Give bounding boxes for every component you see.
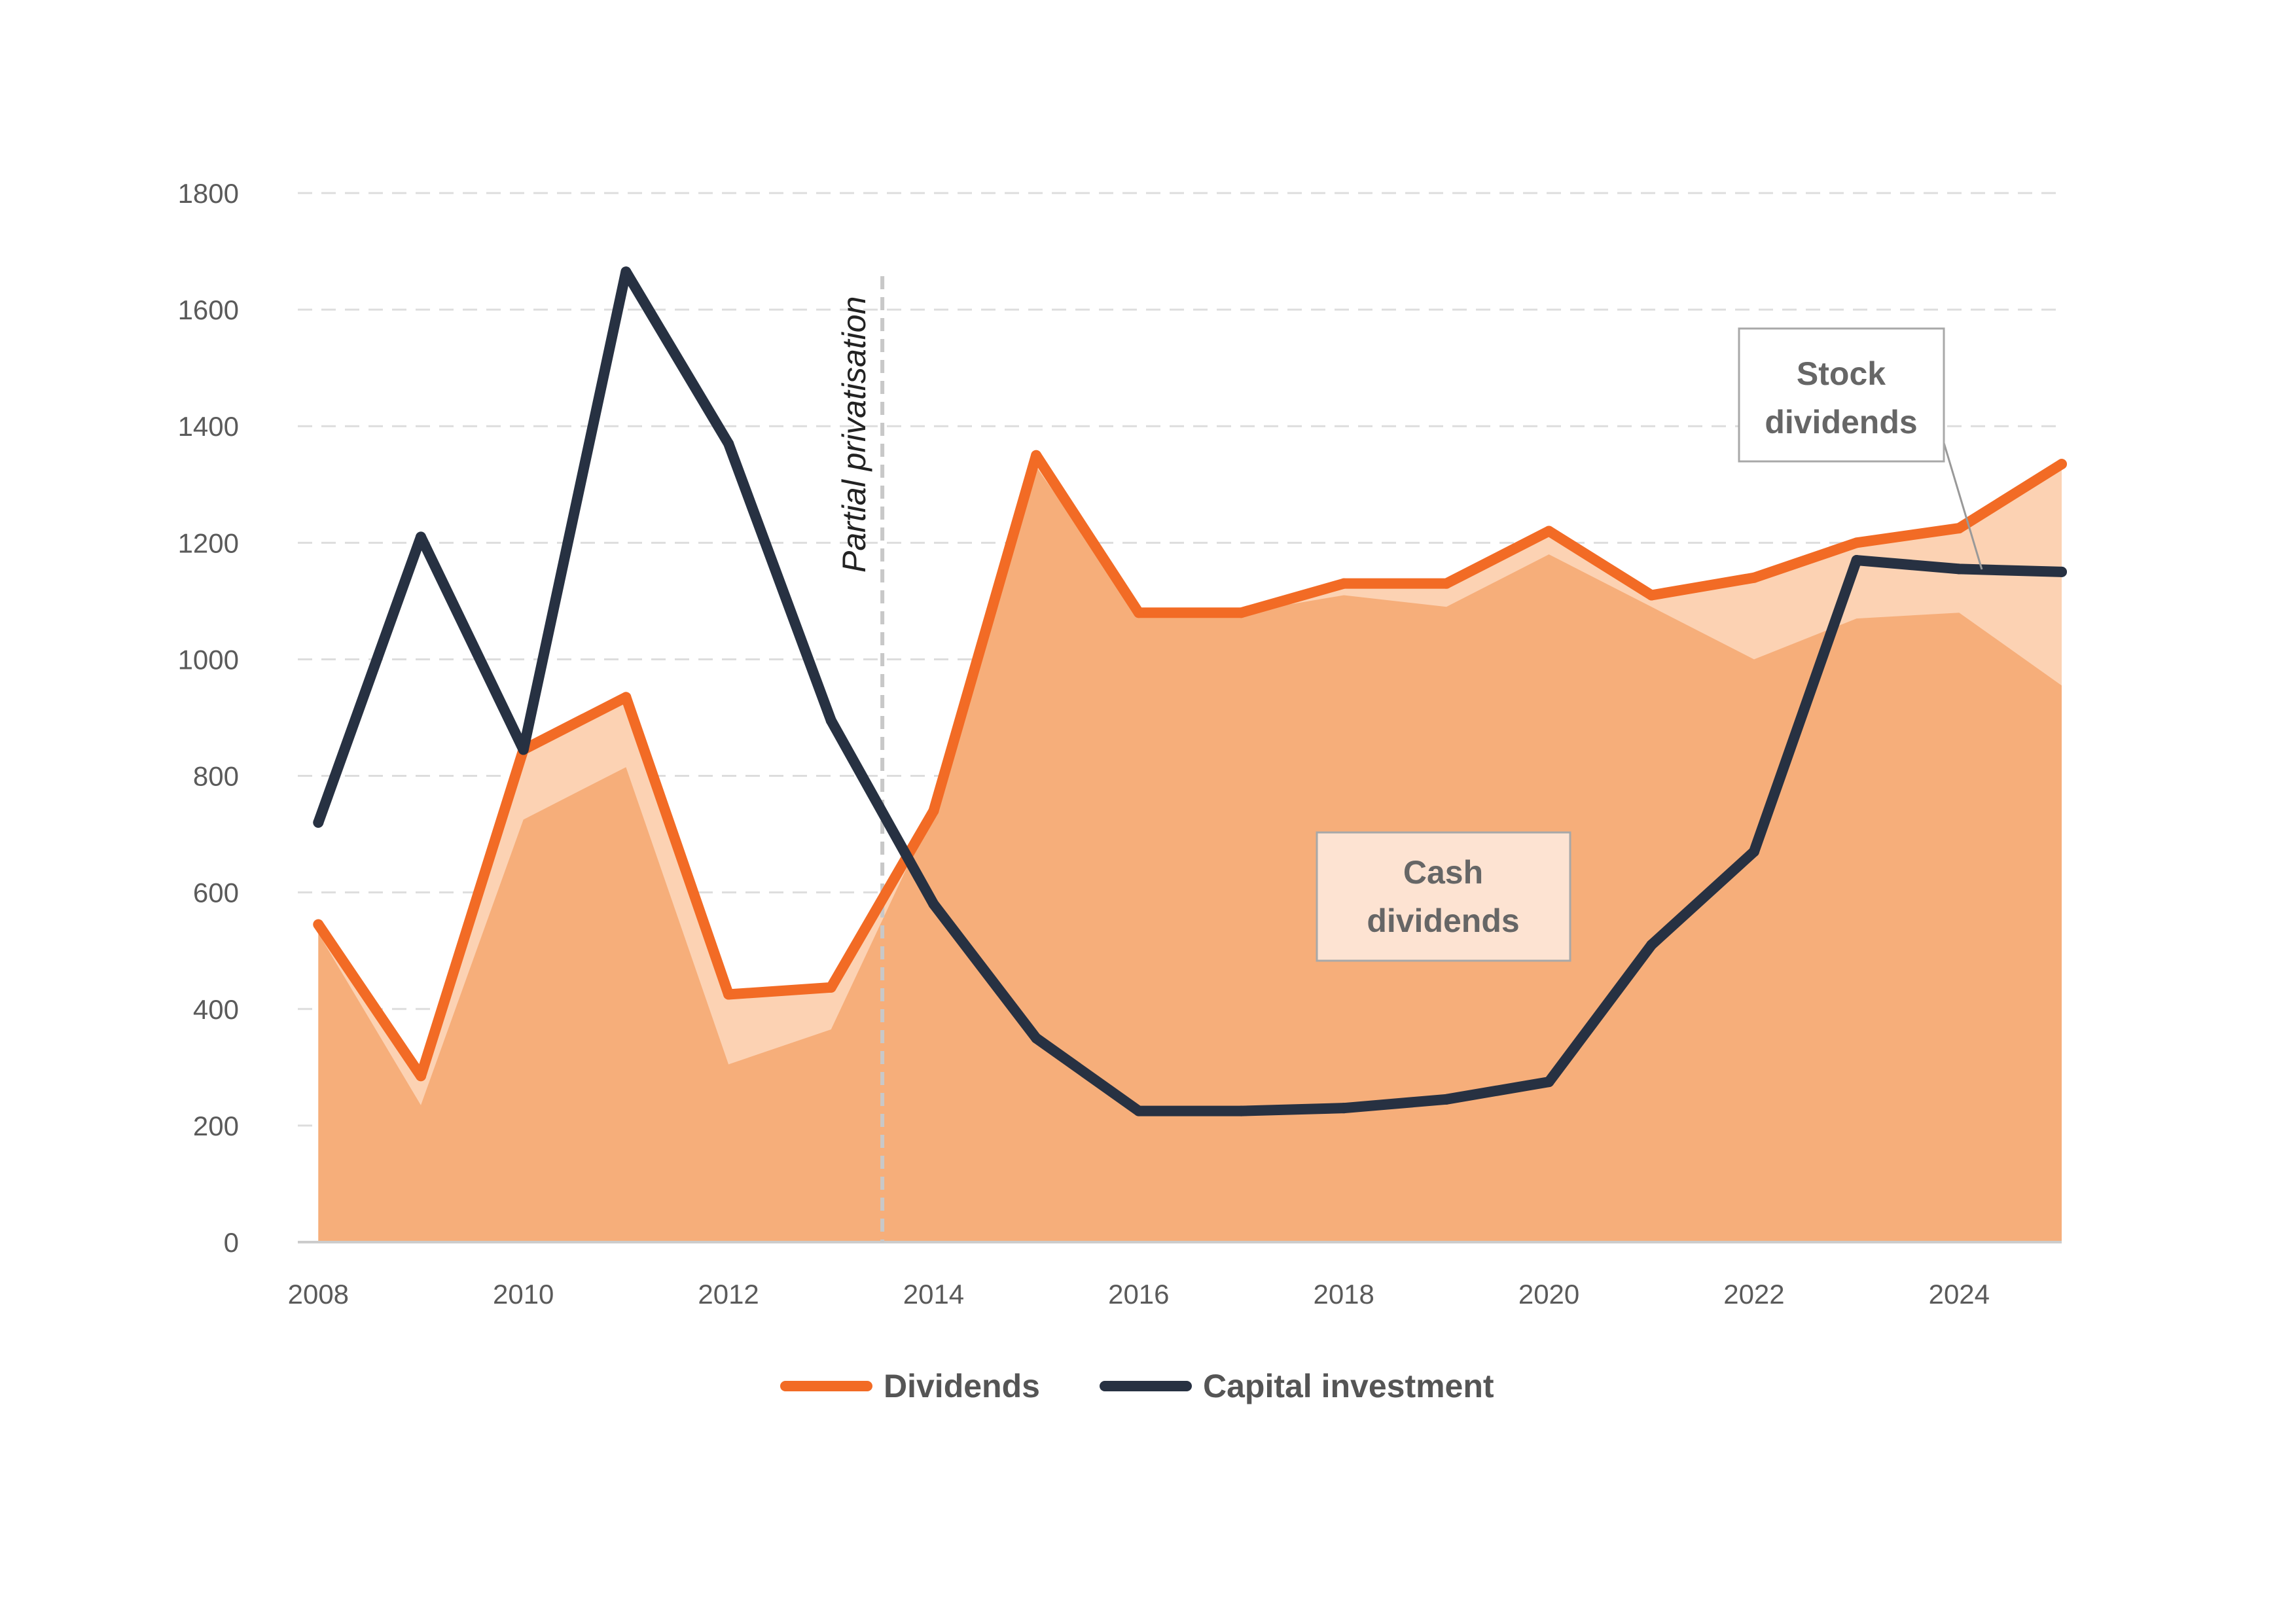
y-tick-label-200: 200 bbox=[193, 1111, 239, 1141]
line-series bbox=[313, 266, 2067, 1116]
point-dividends-2012 bbox=[723, 989, 734, 1000]
point-capital-investment-2013 bbox=[825, 715, 836, 726]
stock-dividends-annotation: Stock dividends bbox=[1738, 327, 1983, 570]
point-capital-investment-2020 bbox=[1543, 1077, 1554, 1088]
x-tick-label-2020: 2020 bbox=[1518, 1279, 1579, 1310]
cash-dividends-label-line1: Cash bbox=[1403, 854, 1483, 891]
point-dividends-2016 bbox=[1133, 607, 1144, 618]
x-axis-ticks: 2008 2010 2012 2014 2016 2018 2020 2022 2024 bbox=[288, 1279, 1990, 1310]
x-tick-label-2022: 2022 bbox=[1723, 1279, 1784, 1310]
x-tick-label-2008: 2008 bbox=[288, 1279, 349, 1310]
point-capital-investment-2024 bbox=[1954, 563, 1965, 575]
x-tick-label-2014: 2014 bbox=[903, 1279, 964, 1310]
line-dividends bbox=[313, 450, 2067, 1082]
x-tick-label-2012: 2012 bbox=[698, 1279, 759, 1310]
stock-dividends-label-line1: Stock bbox=[1797, 355, 1886, 392]
point-dividends-2022 bbox=[1748, 572, 1759, 583]
point-capital-investment-2015 bbox=[1031, 1033, 1042, 1044]
point-dividends-2021 bbox=[1646, 590, 1657, 601]
point-dividends-2011 bbox=[620, 692, 632, 703]
legend: Dividends Capital investment bbox=[780, 1368, 1494, 1404]
privatisation-label: Partial privatisation bbox=[836, 296, 872, 573]
point-capital-investment-2010 bbox=[518, 744, 529, 755]
legend-item-capital-investment[interactable]: Capital investment bbox=[1100, 1368, 1494, 1404]
point-dividends-2018 bbox=[1338, 578, 1350, 589]
y-tick-label-400: 400 bbox=[193, 994, 239, 1025]
y-tick-label-600: 600 bbox=[193, 878, 239, 908]
point-capital-investment-2014 bbox=[928, 899, 939, 910]
x-tick-label-2010: 2010 bbox=[493, 1279, 554, 1310]
point-dividends-2014 bbox=[928, 805, 939, 816]
y-tick-label-800: 800 bbox=[193, 761, 239, 792]
point-dividends-2024 bbox=[1954, 523, 1965, 534]
y-tick-label-1200: 1200 bbox=[178, 527, 239, 558]
point-capital-investment-2023 bbox=[1851, 555, 1862, 566]
y-tick-label-1000: 1000 bbox=[178, 644, 239, 675]
line-capital-investment bbox=[313, 266, 2067, 1116]
point-dividends-2019 bbox=[1441, 578, 1452, 589]
point-capital-investment-2012 bbox=[723, 438, 734, 449]
point-capital-investment-2025 bbox=[2056, 566, 2067, 577]
point-capital-investment-2021 bbox=[1646, 939, 1657, 950]
point-dividends-2023 bbox=[1851, 537, 1862, 548]
point-capital-investment-2019 bbox=[1441, 1094, 1452, 1105]
area-cash-dividends bbox=[318, 467, 2062, 1243]
legend-label-dividends: Dividends bbox=[884, 1368, 1040, 1404]
point-dividends-2015 bbox=[1031, 450, 1042, 461]
point-capital-investment-2009 bbox=[416, 531, 427, 543]
stock-dividends-leader-line bbox=[1939, 431, 1983, 570]
y-tick-label-0: 0 bbox=[224, 1227, 239, 1258]
point-capital-investment-2008 bbox=[313, 817, 324, 828]
legend-item-dividends[interactable]: Dividends bbox=[780, 1368, 1040, 1404]
point-dividends-2025 bbox=[2056, 459, 2067, 470]
point-capital-investment-2011 bbox=[620, 266, 632, 277]
y-tick-label-1400: 1400 bbox=[178, 411, 239, 442]
x-tick-label-2016: 2016 bbox=[1108, 1279, 1169, 1310]
y-tick-label-1800: 1800 bbox=[178, 178, 239, 209]
cash-dividends-label-line2: dividends bbox=[1367, 902, 1519, 939]
privatisation-marker: Partial privatisation bbox=[836, 276, 885, 1242]
point-capital-investment-2016 bbox=[1133, 1105, 1144, 1116]
stock-dividends-label-line2: dividends bbox=[1765, 404, 1917, 440]
y-tick-label-1600: 1600 bbox=[178, 294, 239, 325]
cash-dividends-annotation: Cash dividends bbox=[1316, 831, 1571, 962]
x-tick-label-2018: 2018 bbox=[1313, 1279, 1374, 1310]
area-layers bbox=[318, 455, 2062, 1243]
stock-dividends-box bbox=[1738, 327, 1945, 463]
point-capital-investment-2018 bbox=[1338, 1103, 1350, 1114]
point-dividends-2008 bbox=[313, 919, 324, 930]
point-capital-investment-2022 bbox=[1748, 846, 1759, 857]
legend-label-capital-investment: Capital investment bbox=[1203, 1368, 1494, 1404]
point-dividends-2009 bbox=[416, 1071, 427, 1082]
point-dividends-2013 bbox=[825, 982, 836, 993]
point-dividends-2017 bbox=[1236, 607, 1247, 618]
point-capital-investment-2017 bbox=[1236, 1105, 1247, 1116]
point-dividends-2020 bbox=[1543, 526, 1554, 537]
cash-dividends-box bbox=[1316, 831, 1571, 962]
x-tick-label-2024: 2024 bbox=[1929, 1279, 1990, 1310]
y-axis-ticks: 0 200 400 600 800 1000 1200 1400 1600 1800 bbox=[178, 178, 239, 1258]
